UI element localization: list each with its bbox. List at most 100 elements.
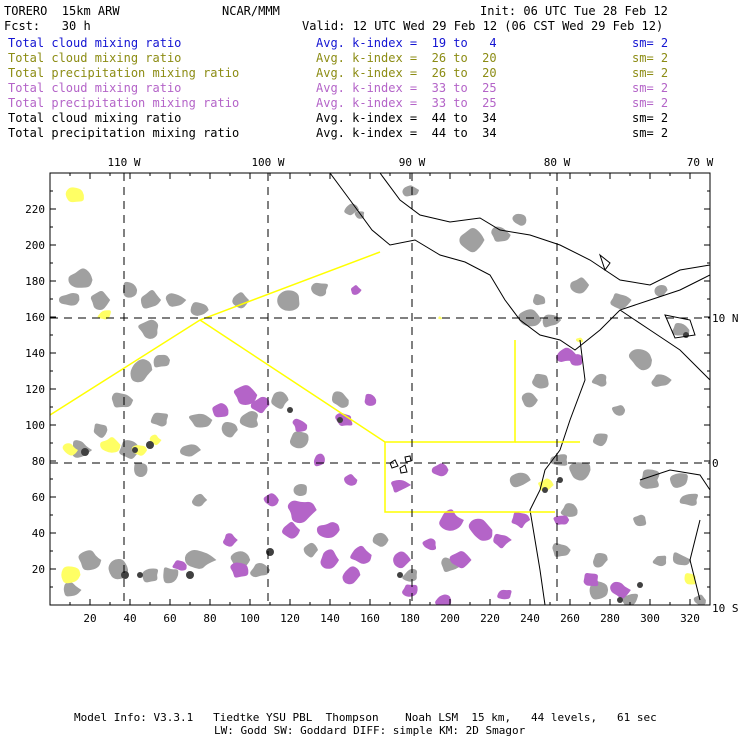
convective-core bbox=[637, 582, 643, 588]
latitude-label: 0 bbox=[712, 457, 719, 470]
x-tick-label: 180 bbox=[400, 612, 420, 625]
cloud-region bbox=[293, 483, 307, 497]
cloud-region bbox=[512, 213, 527, 226]
cloud-region bbox=[277, 290, 300, 311]
y-tick-label: 200 bbox=[25, 239, 45, 252]
legend-kindex-0: Avg. k-index = 19 to 4 bbox=[316, 36, 497, 50]
model-info-line-1: Model Info: V3.3.1 Tiedtke YSU PBL Thomp… bbox=[74, 711, 657, 724]
cloud-region bbox=[68, 268, 93, 288]
precip-region bbox=[282, 521, 301, 539]
cloud-region bbox=[190, 302, 209, 316]
bright-region bbox=[100, 437, 121, 453]
model-info-line-2: LW: Godd SW: Goddard DIFF: simple KM: 2D… bbox=[214, 724, 526, 737]
x-tick-label: 240 bbox=[520, 612, 540, 625]
cloud-region bbox=[331, 391, 349, 408]
precip-region bbox=[435, 594, 452, 605]
coastline bbox=[399, 464, 408, 474]
latitude-label: 10 S bbox=[712, 602, 739, 615]
cloud-region bbox=[372, 532, 389, 547]
cloud-region bbox=[591, 373, 607, 387]
convective-core bbox=[132, 447, 138, 453]
longitude-label: 70 W bbox=[687, 156, 714, 169]
x-tick-label: 280 bbox=[600, 612, 620, 625]
cloud-region bbox=[521, 392, 538, 408]
precip-region bbox=[212, 403, 229, 418]
y-tick-label: 220 bbox=[25, 203, 45, 216]
legend-kindex-1: Avg. k-index = 26 to 20 bbox=[316, 51, 497, 65]
y-tick-label: 140 bbox=[25, 347, 45, 360]
cloud-region bbox=[271, 391, 289, 409]
precip-region bbox=[511, 512, 531, 529]
precip-region bbox=[402, 584, 418, 597]
precip-region bbox=[350, 545, 372, 564]
y-tick-label: 180 bbox=[25, 275, 45, 288]
cloud-region bbox=[153, 354, 170, 368]
cloud-region bbox=[138, 319, 159, 339]
y-tick-label: 40 bbox=[32, 527, 45, 540]
x-tick-label: 20 bbox=[83, 612, 96, 625]
convective-core bbox=[337, 417, 343, 423]
precip-region bbox=[316, 522, 340, 538]
cloud-region bbox=[289, 431, 309, 449]
lat-lon-grid bbox=[50, 173, 710, 605]
cloud-region bbox=[679, 493, 699, 506]
convective-core bbox=[137, 572, 143, 578]
precip-region bbox=[250, 396, 270, 414]
longitude-label: 110 W bbox=[107, 156, 140, 169]
legend-sm-3: sm= 2 bbox=[632, 81, 669, 95]
precip-region bbox=[610, 581, 631, 599]
precip-region bbox=[583, 573, 599, 587]
legend-sm-4: sm= 2 bbox=[632, 96, 669, 110]
coastline bbox=[329, 173, 710, 351]
domain-boundary-layer bbox=[50, 251, 580, 513]
bright-region bbox=[438, 316, 442, 320]
cloud-region bbox=[402, 568, 418, 582]
longitude-label: 100 W bbox=[251, 156, 284, 169]
cloud-region bbox=[669, 473, 688, 488]
bright-region bbox=[97, 310, 111, 320]
legend-kindex-4: Avg. k-index = 33 to 25 bbox=[316, 96, 497, 110]
legend-kindex-2: Avg. k-index = 26 to 20 bbox=[316, 66, 497, 80]
legend-kindex-3: Avg. k-index = 33 to 25 bbox=[316, 81, 497, 95]
cloud-region bbox=[111, 392, 134, 408]
precip-region bbox=[449, 551, 472, 569]
legend-kindex-6: Avg. k-index = 44 to 34 bbox=[316, 126, 497, 140]
cloud-region bbox=[191, 493, 208, 507]
cloud-region bbox=[652, 555, 667, 567]
cloud-region bbox=[58, 293, 80, 306]
precip-region bbox=[263, 493, 279, 507]
cloud-region bbox=[441, 557, 462, 573]
cloud-region bbox=[542, 314, 562, 328]
coastline bbox=[639, 469, 710, 491]
cloud-region bbox=[180, 444, 201, 457]
precip-region bbox=[431, 463, 449, 477]
cloud-region bbox=[621, 593, 639, 605]
cloud-region bbox=[654, 285, 668, 297]
precip-region bbox=[391, 479, 412, 493]
convective-core bbox=[81, 448, 89, 456]
legend-sm-5: sm= 2 bbox=[632, 111, 669, 125]
cloud-region bbox=[221, 421, 238, 438]
convective-core bbox=[287, 407, 293, 413]
cloud-region bbox=[123, 281, 138, 298]
x-tick-label: 40 bbox=[123, 612, 136, 625]
convective-core bbox=[542, 487, 548, 493]
init-time: Init: 06 UTC Tue 28 Feb 12 bbox=[480, 4, 668, 18]
precip-region bbox=[439, 509, 464, 531]
precip-region bbox=[223, 533, 238, 547]
latitude-label: 10 N bbox=[712, 312, 739, 325]
cloud-region bbox=[570, 277, 590, 294]
x-tick-label: 160 bbox=[360, 612, 380, 625]
coastline bbox=[598, 253, 611, 272]
coastline bbox=[529, 339, 586, 605]
cloud-region bbox=[140, 289, 162, 309]
cloud-region bbox=[628, 349, 652, 371]
cloud-region bbox=[560, 503, 578, 517]
precip-region bbox=[422, 538, 437, 551]
y-tick-label: 20 bbox=[32, 563, 45, 576]
cloud-region bbox=[142, 568, 159, 583]
cloud-region bbox=[165, 293, 187, 307]
cloud-region bbox=[130, 359, 153, 383]
convective-core bbox=[266, 548, 274, 556]
precip-region bbox=[493, 533, 512, 549]
